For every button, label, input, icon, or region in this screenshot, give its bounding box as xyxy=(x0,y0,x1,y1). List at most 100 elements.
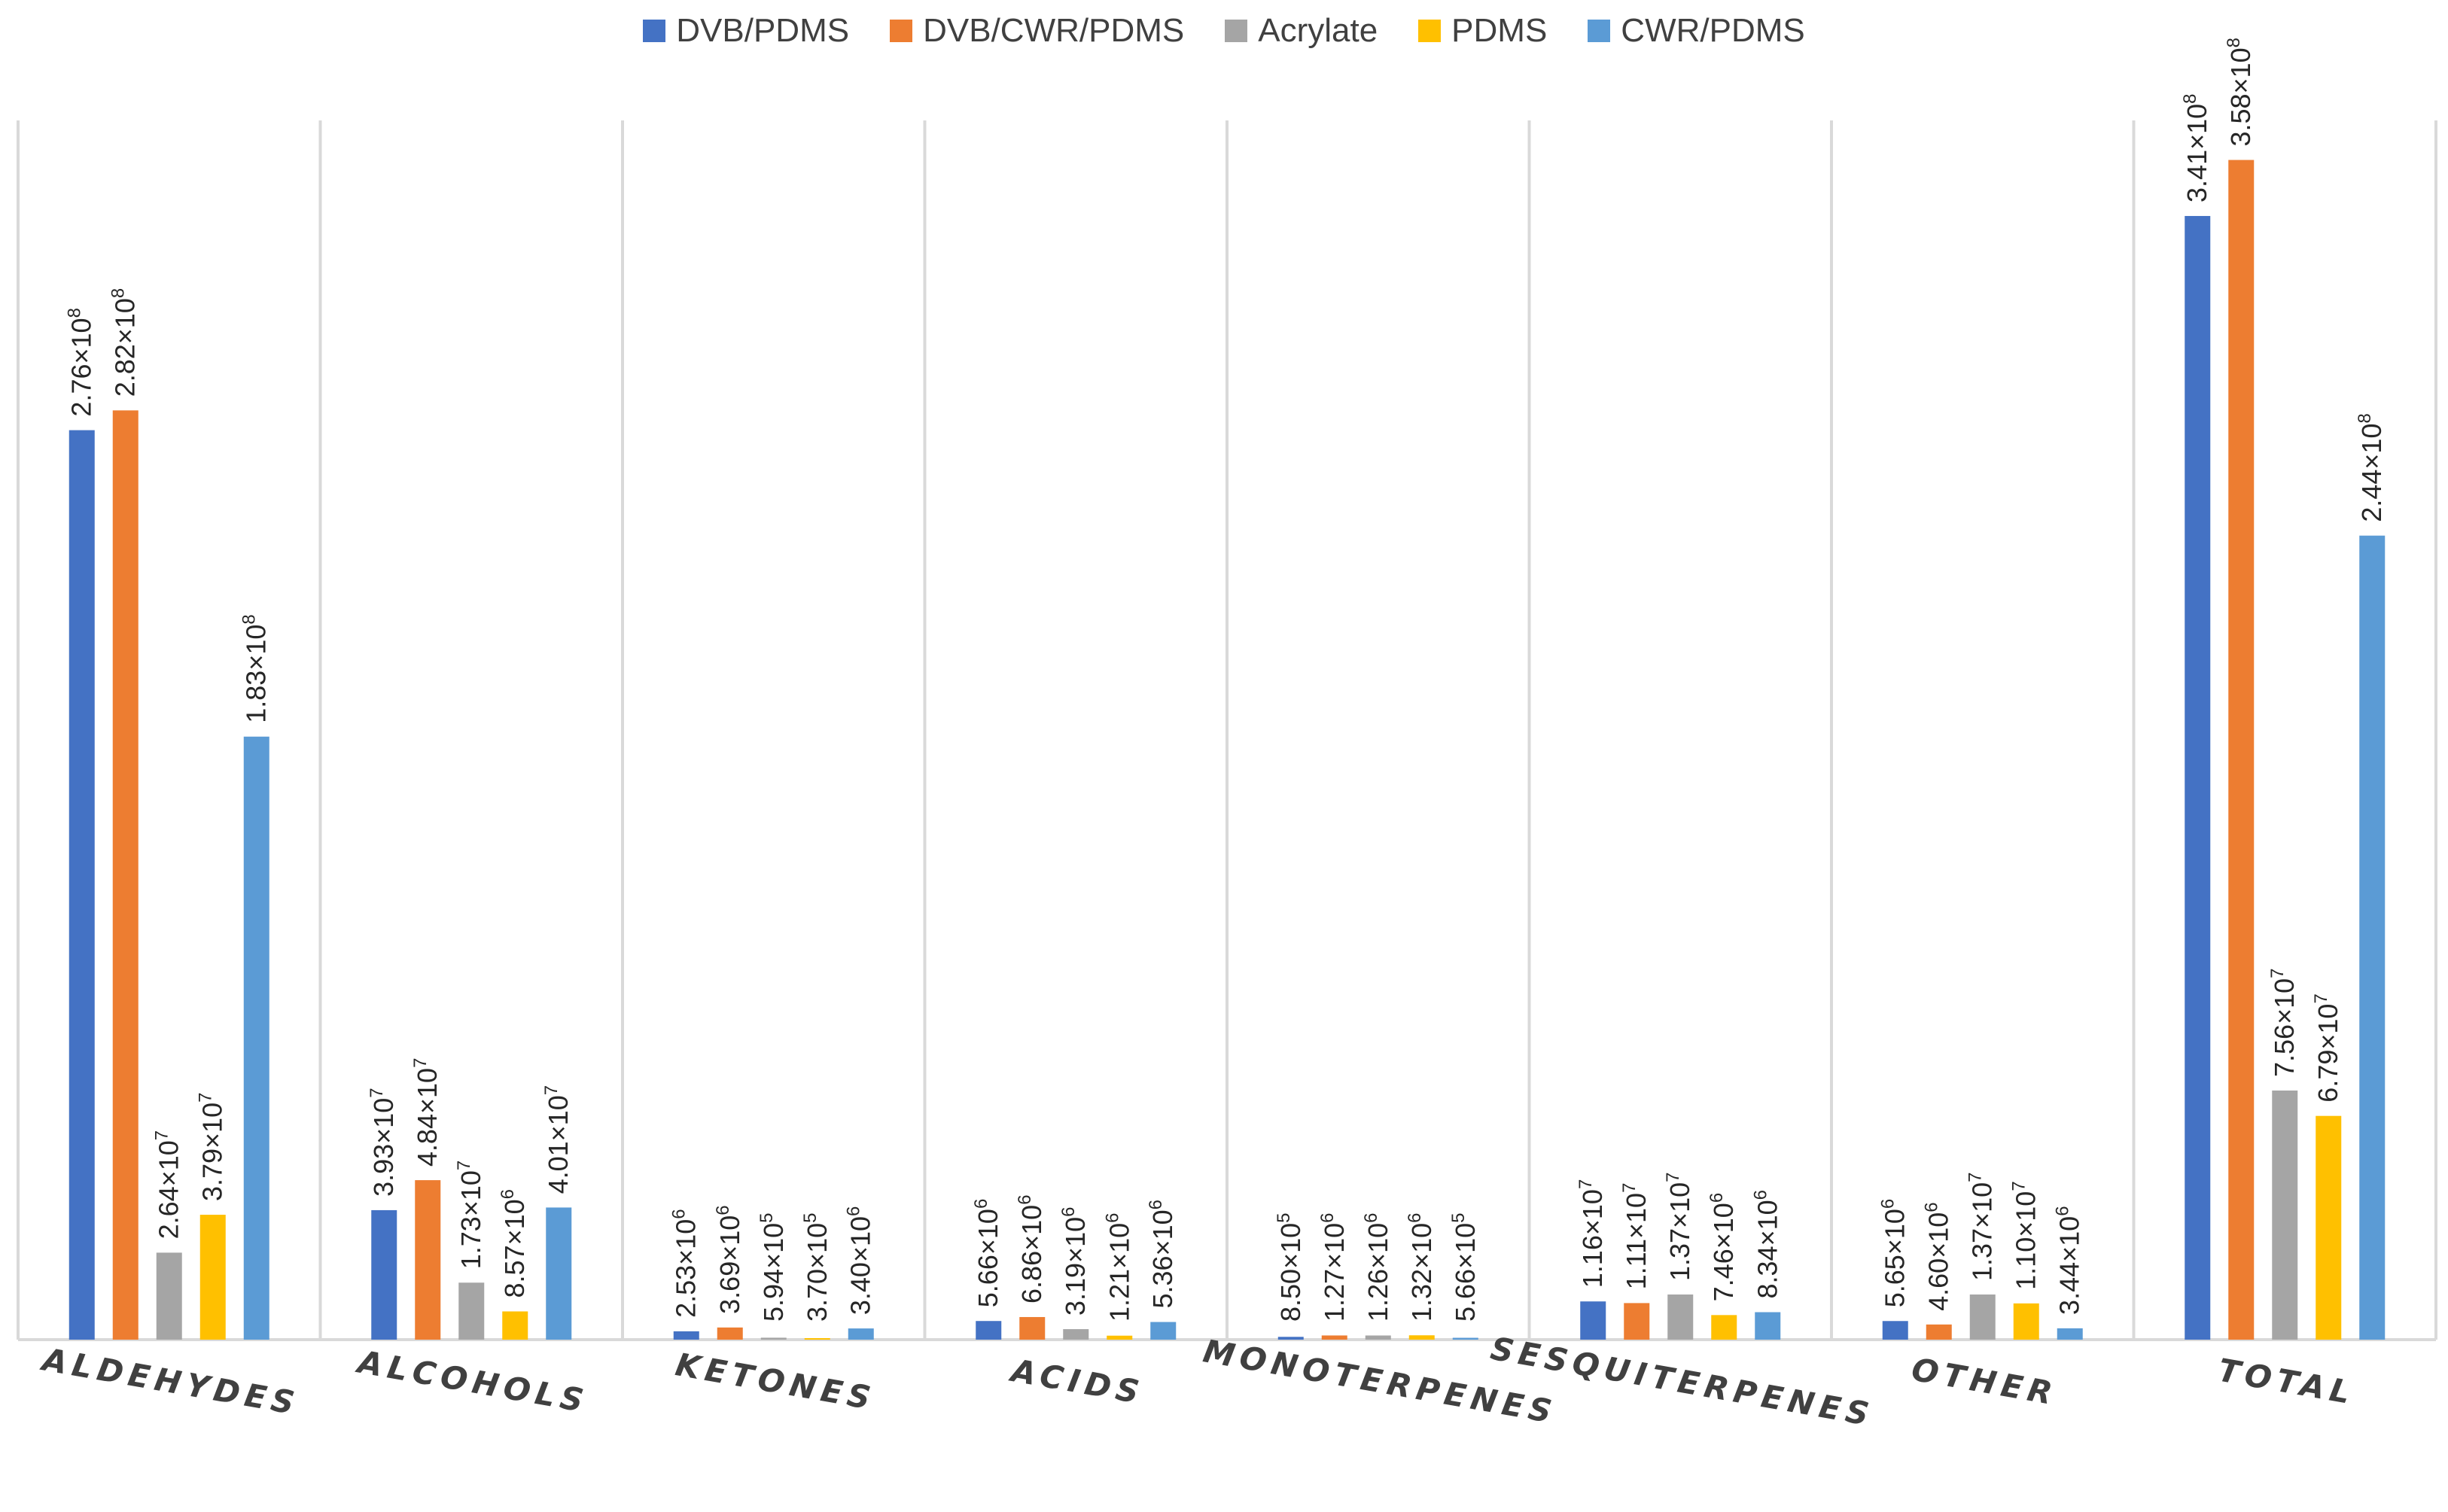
data-label-times-ten: ×10 xyxy=(758,1223,789,1269)
bar-acrylate xyxy=(1969,1294,1996,1340)
bar-pdms xyxy=(1711,1315,1737,1340)
data-label-exponent: 7 xyxy=(2267,968,2288,978)
bar-dvb-pdms xyxy=(1277,1337,1304,1340)
data-label-exponent: 6 xyxy=(669,1209,690,1218)
data-label-exponent: 6 xyxy=(1405,1212,1425,1222)
data-label: 8.50×105 xyxy=(1274,1212,1306,1322)
data-label-mantissa: 3.41 xyxy=(2182,150,2212,202)
bar-dvb-pdms xyxy=(371,1209,397,1340)
data-label: 3.79×107 xyxy=(196,1093,228,1202)
data-label-exponent: 5 xyxy=(1448,1212,1469,1222)
data-label-times-ten: ×10 xyxy=(671,1219,702,1265)
data-label-mantissa: 1.10 xyxy=(2011,1237,2042,1290)
data-label-times-ten: ×10 xyxy=(1880,1209,1911,1255)
data-label: 1.11×107 xyxy=(1619,1183,1652,1290)
data-label-exponent: 6 xyxy=(2053,1206,2073,1215)
bar-acrylate xyxy=(458,1282,485,1340)
data-label: 3.44×106 xyxy=(2053,1206,2085,1315)
data-label-times-ten: ×10 xyxy=(845,1216,876,1262)
bar-pdms xyxy=(2013,1303,2039,1340)
data-label-mantissa: 5.66 xyxy=(973,1255,1003,1307)
data-label: 5.36×106 xyxy=(1146,1200,1178,1309)
bar-acrylate xyxy=(1063,1329,1089,1340)
legend-swatch xyxy=(643,20,666,42)
bar-cwr-pdms xyxy=(2359,535,2386,1340)
data-label-mantissa: 2.76 xyxy=(66,364,97,416)
data-label-exponent: 7 xyxy=(410,1058,431,1068)
data-label-times-ten: ×10 xyxy=(714,1215,745,1261)
data-label-times-ten: ×10 xyxy=(66,318,97,364)
data-label-mantissa: 3.58 xyxy=(2225,93,2256,146)
data-label-mantissa: 7.46 xyxy=(1708,1249,1739,1301)
data-label-times-ten: ×10 xyxy=(1664,1182,1695,1228)
data-label-mantissa: 1.73 xyxy=(455,1216,486,1269)
data-label-mantissa: 4.01 xyxy=(543,1141,574,1194)
data-label: 1.10×107 xyxy=(2009,1181,2042,1290)
data-label-times-ten: ×10 xyxy=(2356,424,2387,470)
data-label-exponent: 8 xyxy=(2355,413,2375,423)
data-label-times-ten: ×10 xyxy=(368,1098,399,1144)
bar-pdms xyxy=(199,1215,226,1340)
data-label: 3.19×106 xyxy=(1058,1207,1091,1316)
data-label-mantissa: 1.37 xyxy=(1664,1228,1695,1281)
data-label: 3.70×105 xyxy=(800,1212,833,1322)
category-label: ACIDS xyxy=(1006,1352,1147,1412)
data-label-times-ten: ×10 xyxy=(1577,1189,1608,1235)
bar-cwr-pdms xyxy=(2057,1328,2083,1340)
data-label-exponent: 7 xyxy=(367,1088,387,1097)
data-label-exponent: 6 xyxy=(1922,1202,1942,1212)
legend-label: CWR/PDMS xyxy=(1621,12,1805,49)
data-label: 2.53×106 xyxy=(669,1209,702,1318)
legend-item: DVB/CWR/PDMS xyxy=(890,12,1184,50)
category-label: OTHER xyxy=(1909,1351,2060,1413)
data-label-mantissa: 1.27 xyxy=(1319,1269,1350,1322)
data-label-exponent: 7 xyxy=(454,1161,474,1170)
bar-dvb-cwr-pdms xyxy=(415,1180,441,1340)
legend-swatch xyxy=(1225,20,1248,42)
data-label: 2.64×107 xyxy=(152,1130,184,1240)
data-label: 2.82×108 xyxy=(108,288,141,397)
data-label-times-ten: ×10 xyxy=(412,1068,443,1114)
data-label-exponent: 7 xyxy=(1619,1183,1640,1193)
data-label-times-ten: ×10 xyxy=(1450,1223,1481,1269)
data-label-exponent: 8 xyxy=(108,288,129,298)
data-label-times-ten: ×10 xyxy=(2225,47,2256,93)
data-label-exponent: 6 xyxy=(1058,1207,1079,1217)
bar-pdms xyxy=(804,1338,830,1340)
data-label-times-ten: ×10 xyxy=(802,1223,833,1269)
category-label: ALCOHOLS xyxy=(353,1343,591,1420)
bar-dvb-pdms xyxy=(1882,1321,1908,1340)
data-label: 1.37×107 xyxy=(1965,1173,1998,1282)
data-label-mantissa: 5.94 xyxy=(758,1269,789,1322)
data-label: 2.44×108 xyxy=(2355,413,2387,522)
data-label: 4.60×106 xyxy=(1922,1202,1954,1311)
legend-swatch xyxy=(890,20,913,42)
data-label-times-ten: ×10 xyxy=(499,1199,530,1245)
data-label: 4.84×107 xyxy=(410,1058,443,1167)
data-label-exponent: 8 xyxy=(2224,38,2244,47)
data-label: 3.58×108 xyxy=(2224,38,2256,147)
data-label-exponent: 6 xyxy=(713,1205,733,1215)
data-label-exponent: 7 xyxy=(2009,1181,2029,1191)
data-label-exponent: 7 xyxy=(1965,1173,1986,1182)
data-label: 5.66×105 xyxy=(1448,1212,1481,1322)
data-label-mantissa: 2.44 xyxy=(2356,470,2387,522)
bar-cwr-pdms xyxy=(243,736,269,1340)
data-label-times-ten: ×10 xyxy=(1967,1182,1998,1228)
legend-label: Acrylate xyxy=(1258,12,1378,49)
data-label: 1.26×106 xyxy=(1361,1212,1393,1322)
category-label: KETONES xyxy=(673,1346,878,1417)
data-label-mantissa: 1.16 xyxy=(1577,1235,1608,1288)
bar-dvb-cwr-pdms xyxy=(1624,1303,1650,1340)
legend-swatch xyxy=(1418,20,1442,42)
data-label-mantissa: 1.32 xyxy=(1406,1269,1437,1322)
bar-acrylate xyxy=(1365,1335,1391,1340)
data-label-exponent: 6 xyxy=(971,1199,991,1209)
data-label-mantissa: 3.44 xyxy=(2054,1262,2085,1315)
data-label: 5.94×105 xyxy=(757,1212,789,1322)
data-label-exponent: 8 xyxy=(2180,93,2200,103)
data-label-exponent: 6 xyxy=(1361,1212,1381,1222)
bar-acrylate xyxy=(760,1337,787,1340)
data-label-mantissa: 1.21 xyxy=(1104,1269,1134,1322)
bar-dvb-cwr-pdms xyxy=(1926,1324,1952,1340)
